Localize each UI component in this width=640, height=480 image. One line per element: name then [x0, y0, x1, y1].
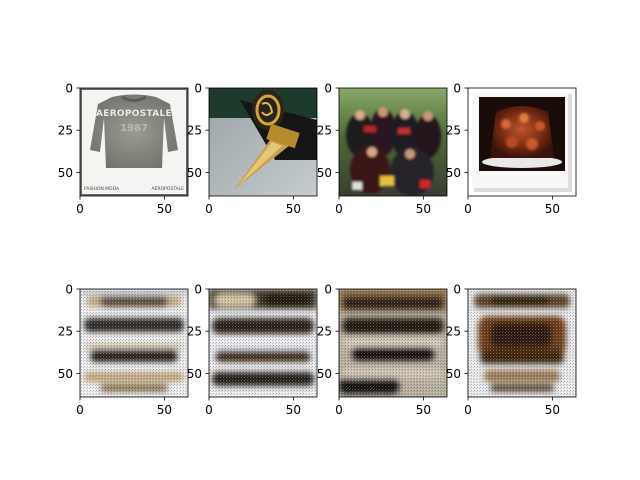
- x-tick-label: 0: [76, 202, 84, 216]
- x-tick-label: 0: [205, 403, 213, 417]
- x-tick-label: 0: [335, 202, 343, 216]
- x-tick-label: 50: [157, 202, 172, 216]
- y-tick-label: 50: [446, 367, 461, 381]
- panel-top-4-image: [468, 88, 576, 196]
- sweater-brand-text: AEROPOSTALE: [96, 109, 172, 119]
- panel-top-2-image: [209, 88, 317, 196]
- sweater-caption-left: FASHION MODA: [84, 186, 120, 192]
- y-tick-label: 0: [324, 283, 332, 297]
- y-tick-label: 0: [65, 82, 73, 96]
- axes-frame: [79, 288, 189, 398]
- y-tick-label: 25: [58, 325, 73, 339]
- y-tick-label: 0: [324, 82, 332, 96]
- x-tick-label: 50: [157, 403, 172, 417]
- x-tick-label: 0: [205, 202, 213, 216]
- x-tick-label: 0: [464, 403, 472, 417]
- panel-bottom-4-image: [468, 289, 576, 397]
- axes-bottom-3: 0 50 0 25 50: [317, 283, 448, 417]
- axes-bottom-1: 0 50 0 25 50: [58, 283, 189, 417]
- y-tick-label: 25: [58, 124, 73, 138]
- y-tick-label: 25: [187, 124, 202, 138]
- y-tick-label: 0: [65, 283, 73, 297]
- y-tick-label: 50: [187, 367, 202, 381]
- axes-layer: 0 50 0 25 50 0 50 0 25 50 0 50 0 25 50 0 50 0 25 50 0 50 0 25 50…: [58, 82, 577, 417]
- axes-top-2: 0 50 0 25 50: [187, 82, 318, 216]
- x-tick-label: 0: [335, 403, 343, 417]
- panel-bottom-2-image: [209, 289, 317, 397]
- panel-bottom-1-image: [80, 289, 188, 397]
- panel-bottom-3-image: [339, 289, 447, 397]
- y-tick-label: 0: [453, 82, 461, 96]
- y-tick-label: 50: [58, 166, 73, 180]
- x-tick-label: 50: [416, 202, 431, 216]
- axes-frame: [467, 288, 577, 398]
- y-tick-label: 50: [317, 367, 332, 381]
- y-tick-label: 0: [453, 283, 461, 297]
- y-tick-label: 50: [446, 166, 461, 180]
- x-tick-label: 50: [545, 403, 560, 417]
- x-tick-label: 50: [286, 202, 301, 216]
- x-tick-label: 50: [545, 202, 560, 216]
- y-tick-label: 50: [187, 166, 202, 180]
- axes-top-1: 0 50 0 25 50: [58, 82, 189, 216]
- y-tick-label: 50: [58, 367, 73, 381]
- axes-frame: [467, 87, 577, 197]
- axes-bottom-4: 0 50 0 25 50: [446, 283, 577, 417]
- x-tick-label: 50: [286, 403, 301, 417]
- y-tick-label: 0: [194, 82, 202, 96]
- axes-frame: [208, 87, 318, 197]
- axes-frame: [338, 87, 448, 197]
- axes-bottom-2: 0 50 0 25 50: [187, 283, 318, 417]
- y-tick-label: 25: [317, 325, 332, 339]
- sweater-caption-right: AÉROPOSTALE: [151, 184, 184, 192]
- y-tick-label: 0: [194, 283, 202, 297]
- axes-frame: [338, 288, 448, 398]
- axes-frame: [208, 288, 318, 398]
- y-tick-label: 50: [317, 166, 332, 180]
- y-tick-label: 25: [446, 124, 461, 138]
- y-tick-label: 25: [317, 124, 332, 138]
- x-tick-label: 0: [464, 202, 472, 216]
- sweater-year-text: 1987: [120, 123, 148, 134]
- y-tick-label: 25: [446, 325, 461, 339]
- axes-top-4: 0 50 0 25 50: [446, 82, 577, 216]
- axes-frame: [79, 87, 189, 197]
- panel-top-3-image: [339, 88, 447, 196]
- x-tick-label: 0: [76, 403, 84, 417]
- x-tick-label: 50: [416, 403, 431, 417]
- axes-top-3: 0 50 0 25 50: [317, 82, 448, 216]
- y-tick-label: 25: [187, 325, 202, 339]
- panel-top-1-image: AEROPOSTALE 1987 FASHION MODA AÉROPOSTAL…: [80, 88, 188, 196]
